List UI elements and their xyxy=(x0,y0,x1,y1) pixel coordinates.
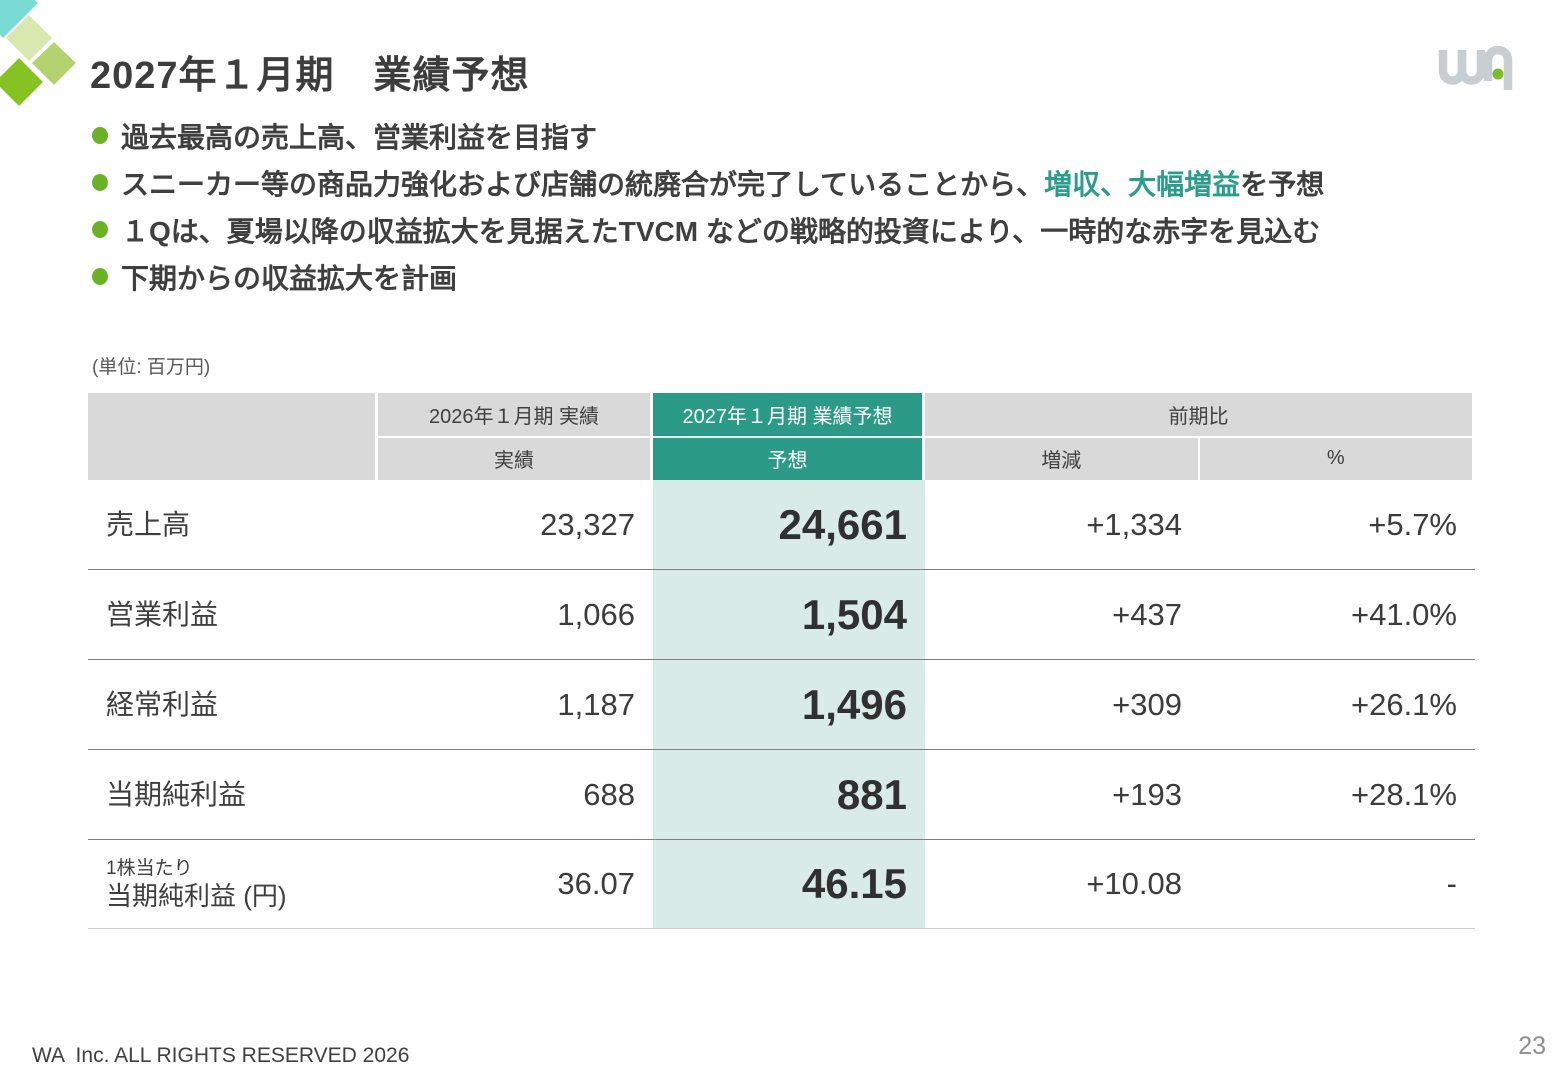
bullet-item: スニーカー等の商品力強化および店舗の統廃合が完了していることから、増収、大幅増益… xyxy=(92,159,1324,206)
page-title: 2027年１月期 業績予想 xyxy=(90,55,530,97)
row-label: 経常利益 xyxy=(106,688,219,720)
bullet-item: 過去最高の売上高、営業利益を目指す xyxy=(92,112,1324,159)
pct-value: - xyxy=(1446,866,1457,901)
column-subheader: 実績 xyxy=(494,450,534,473)
row-label: 当期純利益 (円) xyxy=(106,881,287,911)
bullet-text: 下期からの収益拡大を計画 xyxy=(121,262,458,294)
bullet-text: 過去最高の売上高、営業利益を目指す xyxy=(121,121,598,153)
change-value: +193 xyxy=(1112,776,1182,812)
bullet-item: 下期からの収益拡大を計画 xyxy=(92,253,1324,300)
bullet-dot-icon xyxy=(92,268,108,285)
forecast-value: 1,504 xyxy=(653,570,925,659)
column-subheader: % xyxy=(1326,447,1345,470)
table-row: 営業利益 1,066 1,504 +437 +41.0% xyxy=(88,570,1475,660)
bullet-text: スニーカー等の商品力強化および店舗の統廃合が完了していることから、 xyxy=(121,168,1045,200)
logo-dot xyxy=(1492,68,1504,80)
bullet-dot-icon xyxy=(92,127,108,144)
forecast-value: 1,496 xyxy=(653,660,925,749)
column-subheader: 増減 xyxy=(925,437,1200,480)
actual-value: 36.07 xyxy=(557,866,635,901)
actual-value: 1,066 xyxy=(557,596,635,632)
table-header-yoy-group: 前期比 増減 % xyxy=(925,393,1472,480)
table-row: 当期純利益 688 881 +193 +28.1% xyxy=(88,750,1475,840)
bullet-text: １Qは、夏場以降の収益拡大を見据えたTVCM などの戦略的投資により、一時的な赤… xyxy=(121,215,1321,247)
table-body: 売上高 23,327 24,661 +1,334 +5.7% 営業利益 1,06… xyxy=(88,480,1475,929)
forecast-value: 24,661 xyxy=(653,480,925,569)
column-header: 前期比 xyxy=(925,393,1472,438)
copyright-footer: WA Inc. ALL RIGHTS RESERVED 2026 xyxy=(32,1044,410,1067)
actual-value: 688 xyxy=(583,776,635,812)
table-header-actual-group: 2026年１月期 実績 実績 xyxy=(378,393,653,480)
forecast-table: 2026年１月期 実績 実績 2027年１月期 業績予想 予想 前期比 増減 %… xyxy=(88,393,1475,929)
page-number: 23 xyxy=(1518,1032,1546,1060)
bullet-highlight: 増収、大幅増益 xyxy=(1044,168,1241,200)
change-value: +1,334 xyxy=(1086,506,1182,542)
forecast-value: 881 xyxy=(653,750,925,839)
bullet-dot-icon xyxy=(92,174,108,191)
row-label: 売上高 xyxy=(106,508,191,540)
change-value: +437 xyxy=(1112,596,1182,632)
actual-value: 1,187 xyxy=(557,686,635,722)
diamond-decoration xyxy=(0,0,79,109)
forecast-value: 46.15 xyxy=(653,840,925,928)
row-label-small: 1株当たり xyxy=(106,858,193,879)
pct-value: +5.7% xyxy=(1368,506,1457,542)
change-value: +10.08 xyxy=(1086,866,1182,901)
column-subheader: 予想 xyxy=(767,450,808,473)
wa-logo xyxy=(1438,46,1513,90)
table-row: 1株当たり 当期純利益 (円) 36.07 46.15 +10.08 - xyxy=(88,840,1475,929)
pct-value: +28.1% xyxy=(1350,776,1457,812)
row-label: 当期純利益 xyxy=(106,778,247,810)
table-row: 売上高 23,327 24,661 +1,334 +5.7% xyxy=(88,480,1475,570)
change-value: +309 xyxy=(1112,686,1182,722)
column-header: 2026年１月期 実績 xyxy=(378,393,650,438)
actual-value: 23,327 xyxy=(540,506,635,542)
bullet-dot-icon xyxy=(92,221,108,238)
table-header-forecast-group: 2027年１月期 業績予想 予想 xyxy=(653,393,925,480)
bullet-list: 過去最高の売上高、営業利益を目指す スニーカー等の商品力強化および店舗の統廃合が… xyxy=(92,112,1324,300)
column-header: 2027年１月期 業績予想 xyxy=(653,393,922,438)
row-label: 営業利益 xyxy=(106,598,219,630)
pct-value: +41.0% xyxy=(1350,596,1457,632)
table-row: 経常利益 1,187 1,496 +309 +26.1% xyxy=(88,660,1475,750)
unit-note: (単位: 百万円) xyxy=(92,357,211,378)
pct-value: +26.1% xyxy=(1350,686,1457,722)
table-header-corner xyxy=(88,393,378,480)
bullet-text-after: を予想 xyxy=(1240,168,1325,200)
table-header: 2026年１月期 実績 実績 2027年１月期 業績予想 予想 前期比 増減 % xyxy=(88,393,1475,480)
bullet-item: １Qは、夏場以降の収益拡大を見据えたTVCM などの戦略的投資により、一時的な赤… xyxy=(92,206,1324,253)
